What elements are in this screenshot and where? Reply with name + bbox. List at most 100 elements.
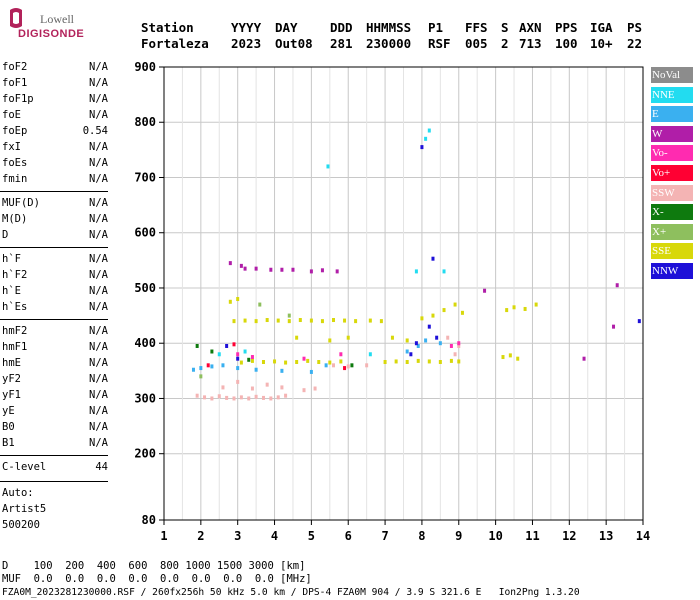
data-point-sse <box>508 353 512 358</box>
param-name: h`F <box>2 253 21 265</box>
header-value-9: 100 <box>555 36 578 51</box>
data-point-sse <box>276 318 280 323</box>
data-point-e <box>199 366 203 371</box>
x-tick-label: 7 <box>381 529 388 543</box>
data-point-ssw <box>203 395 207 400</box>
data-point-ssw <box>195 393 199 398</box>
logo-text-digisonde: DIGISONDE <box>18 28 85 40</box>
param-b0: B0 N/A <box>2 421 108 435</box>
header-value-4: 230000 <box>366 36 412 51</box>
param-name: hmF1 <box>2 341 28 353</box>
param-fof2: foF2 N/A <box>2 61 108 75</box>
param-name: foEp <box>2 125 28 137</box>
param-name: yF2 <box>2 373 21 385</box>
data-point-nnw <box>637 319 641 324</box>
data-point-sse <box>273 359 277 364</box>
param-hf: h`F N/A <box>2 253 108 267</box>
data-point-sse <box>405 338 409 343</box>
data-point-e <box>221 363 225 368</box>
data-point-vo <box>206 363 210 368</box>
y-tick-label: 600 <box>134 226 156 240</box>
data-point-e <box>416 343 420 348</box>
param-value: N/A <box>89 285 108 297</box>
data-point-e <box>236 366 240 371</box>
header-label-6: FFS <box>465 20 488 35</box>
data-point-sse <box>346 335 350 340</box>
data-point-ssw <box>346 364 350 369</box>
data-point-w <box>269 267 273 272</box>
x-tick-label: 8 <box>418 529 425 543</box>
data-point-ssw <box>276 395 280 400</box>
data-point-vo <box>232 342 236 347</box>
data-point-sse <box>394 359 398 364</box>
param-value: N/A <box>89 213 108 225</box>
param-value: N/A <box>89 141 108 153</box>
header-value-5: RSF <box>428 36 451 51</box>
data-point-ssw <box>217 394 221 399</box>
data-point-x <box>210 349 214 354</box>
param-value: N/A <box>89 301 108 313</box>
data-point-ssw <box>210 396 214 401</box>
data-point-sse <box>228 299 232 304</box>
data-point-w <box>483 288 487 293</box>
data-point-e <box>210 364 214 369</box>
data-point-sse <box>442 308 446 313</box>
x-tick-label: 14 <box>636 529 650 543</box>
data-point-e <box>309 369 313 374</box>
data-point-ssw <box>365 363 369 368</box>
data-point-nne <box>326 164 330 169</box>
footer-distance-line: D 100 200 400 600 800 1000 1500 3000 [km… <box>2 560 306 572</box>
param-value: N/A <box>89 109 108 121</box>
data-point-sse <box>505 308 509 313</box>
data-point-sse <box>243 318 247 323</box>
data-point-sse <box>306 358 310 363</box>
param-value: N/A <box>89 389 108 401</box>
data-point-nne <box>442 269 446 274</box>
data-point-nnw <box>414 341 418 346</box>
data-point-sse <box>523 306 527 311</box>
data-point-sse <box>438 360 442 365</box>
data-point-vo <box>343 366 347 371</box>
param-fmin: fmin N/A <box>2 173 108 187</box>
param-name: fxI <box>2 141 21 153</box>
data-point-sse <box>250 358 254 363</box>
legend-item-sse: SSE <box>651 243 693 260</box>
data-point-sse <box>298 318 302 323</box>
data-point-sse <box>331 318 335 323</box>
param-value: N/A <box>89 421 108 433</box>
data-point-vo <box>339 352 343 357</box>
legend-item-noval: NoVal <box>651 67 693 83</box>
header-label-9: PPS <box>555 20 578 35</box>
data-point-sse <box>516 356 520 361</box>
data-point-vo <box>236 352 240 357</box>
param-value: N/A <box>89 269 108 281</box>
header-label-10: IGA <box>590 20 613 35</box>
data-point-w <box>309 269 313 274</box>
param-value: N/A <box>89 253 108 265</box>
x-tick-label: 13 <box>599 529 613 543</box>
legend-item-nnw: NNW <box>651 263 693 279</box>
param-divider <box>0 247 108 248</box>
param-name: C-level <box>2 461 47 473</box>
data-point-nne <box>243 349 247 354</box>
header-value-1: 2023 <box>231 36 262 51</box>
data-point-w <box>254 266 258 271</box>
param-hmf1: hmF1 N/A <box>2 341 108 355</box>
param-hme: hmE N/A <box>2 357 108 371</box>
data-point-nne <box>217 352 221 357</box>
data-point-w <box>239 263 243 268</box>
data-point-nne <box>424 136 428 141</box>
data-point-ssw <box>284 393 288 398</box>
header-label-11: PS <box>627 20 643 35</box>
param-value: N/A <box>89 173 108 185</box>
data-point-w <box>291 267 295 272</box>
data-point-ssw <box>250 386 254 391</box>
data-point-sse <box>453 302 457 307</box>
data-point-sse <box>254 319 258 324</box>
data-point-ssw <box>269 396 273 401</box>
legend-item-ssw: SSW <box>651 184 693 201</box>
data-point-sse <box>379 319 383 324</box>
param-foes: foEs N/A <box>2 157 108 171</box>
header-label-7: S <box>501 20 509 35</box>
param-name: h`Es <box>2 301 28 313</box>
